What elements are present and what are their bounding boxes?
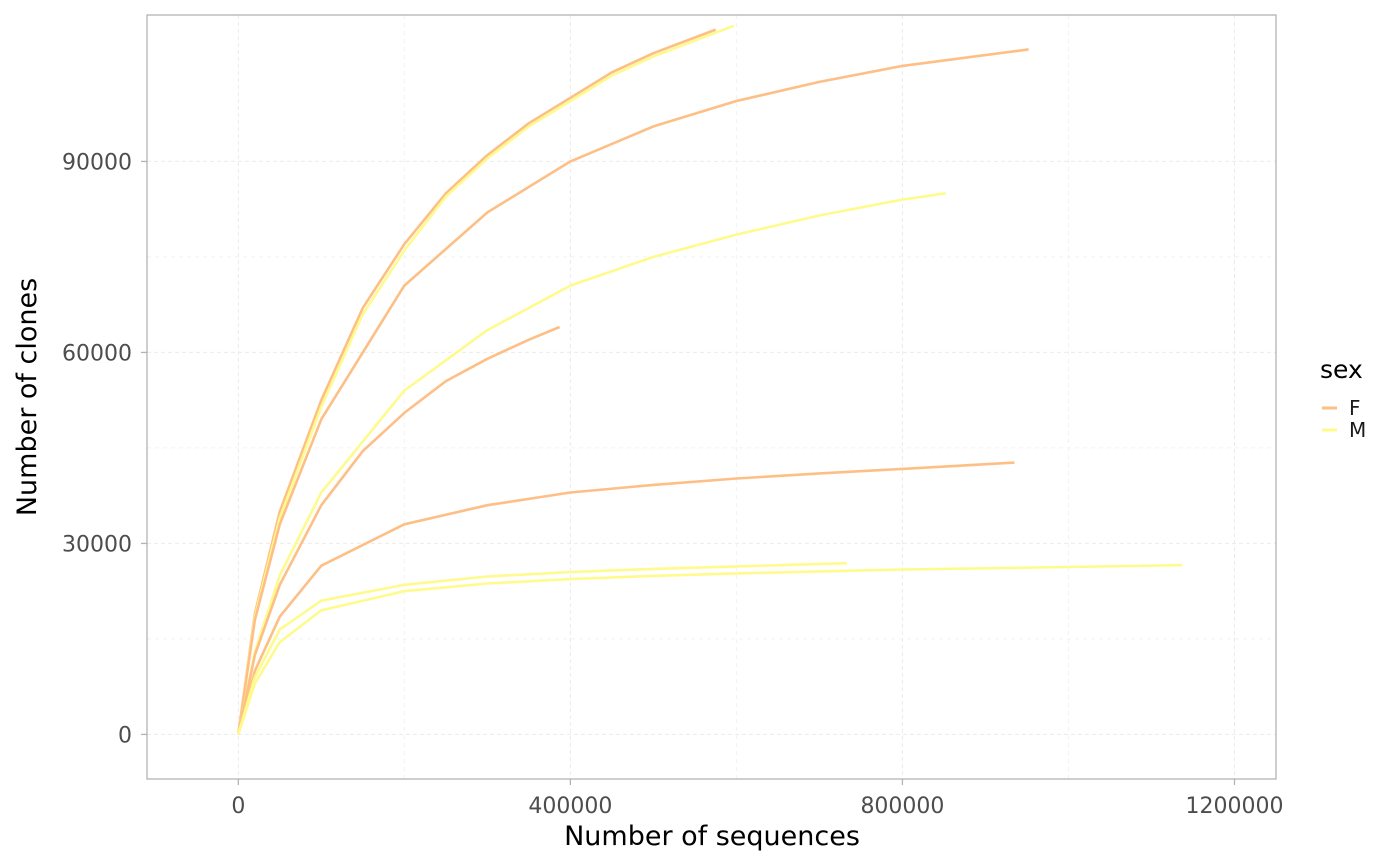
series-line-F-1 [237, 28, 717, 735]
x-tick-label: 800000 [860, 794, 944, 819]
y-tick-label: 0 [118, 723, 132, 748]
series-line-M-4 [237, 192, 946, 735]
series-line-F-5 [237, 325, 561, 735]
series-line-F-3 [237, 48, 1029, 735]
grid-lines [147, 15, 1276, 779]
legend-label-F: F [1349, 396, 1361, 420]
legend-title: sex [1320, 355, 1363, 384]
x-tick-label: 400000 [528, 794, 612, 819]
x-tick-label: 0 [231, 794, 245, 819]
y-tick-label: 90000 [62, 150, 132, 175]
series-line-M-7 [237, 561, 847, 735]
axis-ticks [141, 160, 1236, 785]
series-line-F-6 [237, 461, 1015, 735]
y-tick-label: 60000 [62, 341, 132, 366]
series-line-M-2 [237, 24, 735, 735]
tick-labels: 0 400000 800000 1200000 0 30000 60000 90000 [62, 150, 1283, 819]
legend: sex F M [1320, 355, 1366, 442]
series-lines [237, 24, 1183, 735]
panel-border [146, 14, 1277, 780]
y-tick-label: 30000 [62, 532, 132, 557]
y-axis-title: Number of clones [12, 278, 43, 516]
series-line-M-8 [237, 563, 1183, 735]
legend-label-M: M [1349, 418, 1366, 442]
x-axis-title: Number of sequences [564, 821, 860, 852]
x-tick-label: 1200000 [1186, 794, 1284, 819]
